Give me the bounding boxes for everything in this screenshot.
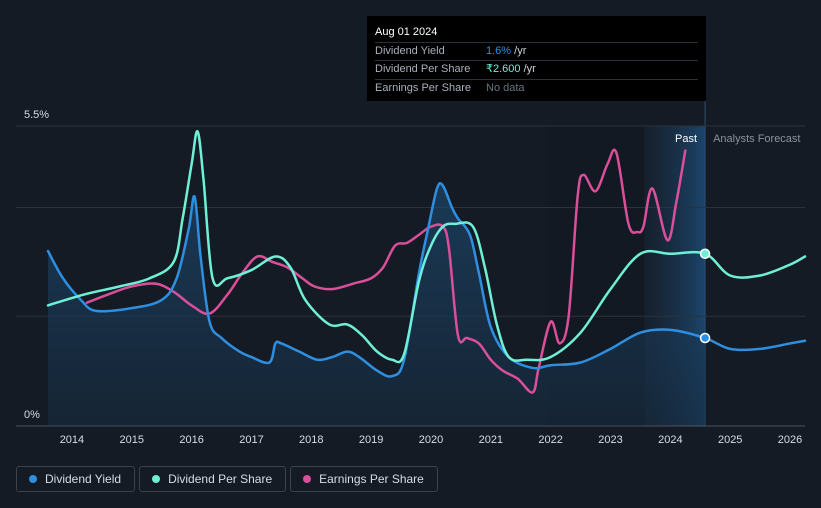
legend-dividend-yield[interactable]: Dividend Yield bbox=[16, 466, 136, 492]
legend-dot-icon bbox=[29, 475, 37, 483]
tooltip-yield-value: 1.6% bbox=[486, 44, 512, 57]
tooltip-dps-value: ₹2.600 bbox=[486, 63, 521, 75]
series-line-earnings-per-share bbox=[85, 148, 687, 394]
legend-label: Dividend Yield bbox=[45, 472, 122, 486]
marker-dividend-yield bbox=[699, 332, 711, 344]
tooltip-value: 1.6% /yr bbox=[486, 43, 526, 61]
tooltip-label: Dividend Per Share bbox=[375, 63, 471, 75]
tooltip-value: No data bbox=[486, 80, 525, 98]
x-tick-label: 2022 bbox=[538, 434, 562, 446]
tooltip-row-dividend-yield: Dividend Yield 1.6% /yr bbox=[375, 41, 698, 61]
past-label: Past bbox=[675, 133, 697, 145]
x-tick-label: 2017 bbox=[239, 434, 263, 446]
tooltip-row-earnings-per-share: Earnings Per Share No data bbox=[375, 78, 698, 98]
legend-dot-icon bbox=[303, 475, 312, 483]
x-tick-label: 2018 bbox=[299, 434, 323, 446]
legend-dot-icon bbox=[152, 475, 161, 483]
y-tick-label: 5.5% bbox=[24, 109, 49, 121]
tooltip-eps-value: No data bbox=[486, 81, 525, 94]
marker-dividend-per-share bbox=[699, 248, 711, 260]
x-tick-label: 2026 bbox=[778, 434, 802, 446]
legend-label: Dividend Per Share bbox=[168, 472, 273, 486]
chart-tooltip: Aug 01 2024 Dividend Yield 1.6% /yr Divi… bbox=[367, 16, 706, 101]
tooltip-label: Dividend Yield bbox=[375, 44, 445, 57]
legend-earnings-per-share[interactable]: Earnings Per Share bbox=[290, 466, 438, 492]
y-tick-label: 0% bbox=[24, 409, 40, 421]
legend-label: Earnings Per Share bbox=[319, 472, 424, 486]
x-tick-label: 2025 bbox=[718, 434, 742, 446]
x-tick-label: 2014 bbox=[60, 434, 84, 446]
x-tick-label: 2023 bbox=[598, 434, 622, 446]
tooltip-row-dividend-per-share: Dividend Per Share ₹2.600 /yr bbox=[375, 60, 698, 79]
legend-dividend-per-share[interactable]: Dividend Per Share bbox=[139, 466, 287, 492]
chart-legend: Dividend Yield Dividend Per Share Earnin… bbox=[16, 466, 438, 492]
tooltip-value: ₹2.600 /yr bbox=[486, 61, 536, 79]
x-tick-label: 2024 bbox=[658, 434, 682, 446]
x-tick-label: 2021 bbox=[479, 434, 503, 446]
tooltip-label: Earnings Per Share bbox=[375, 81, 471, 94]
tooltip-date: Aug 01 2024 bbox=[375, 26, 438, 38]
series-line-dividend-yield bbox=[46, 182, 807, 378]
tooltip-unit: /yr bbox=[520, 63, 536, 75]
x-tick-label: 2019 bbox=[359, 434, 383, 446]
x-tick-label: 2016 bbox=[179, 434, 203, 446]
series-line-dividend-per-share bbox=[46, 130, 807, 364]
dividend-yield-area bbox=[48, 183, 706, 425]
forecast-label: Analysts Forecast bbox=[713, 133, 800, 145]
tooltip-unit: /yr bbox=[511, 44, 527, 57]
x-tick-label: 2015 bbox=[120, 434, 144, 446]
x-tick-label: 2020 bbox=[419, 434, 443, 446]
